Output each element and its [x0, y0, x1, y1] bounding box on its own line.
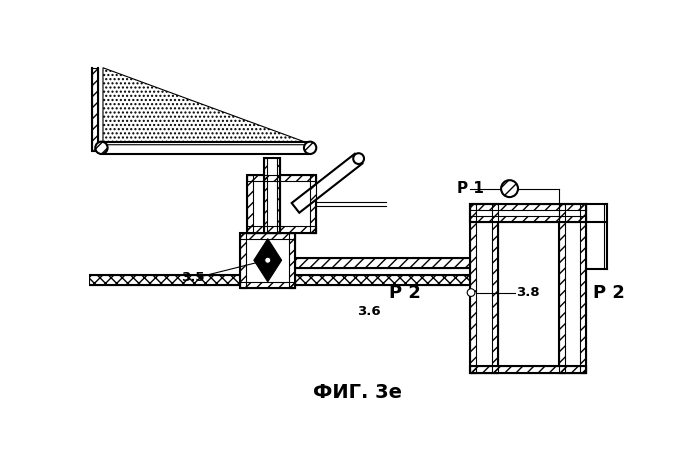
Bar — [559, 204, 565, 374]
Bar — [492, 204, 498, 374]
Circle shape — [265, 257, 271, 263]
Bar — [470, 204, 586, 222]
Text: 3.8: 3.8 — [517, 286, 540, 299]
Bar — [264, 158, 267, 233]
Bar — [470, 204, 477, 374]
Polygon shape — [254, 260, 282, 282]
Circle shape — [304, 142, 316, 154]
Bar — [310, 175, 316, 233]
Bar — [240, 233, 296, 239]
Bar — [247, 226, 316, 233]
Bar — [247, 175, 316, 233]
Bar — [247, 175, 253, 233]
Polygon shape — [291, 154, 362, 213]
Bar — [240, 233, 296, 288]
Text: ФИГ. 3е: ФИГ. 3е — [313, 383, 403, 402]
Text: P 2: P 2 — [389, 284, 421, 302]
Text: 3.6: 3.6 — [357, 305, 381, 318]
Bar — [470, 216, 586, 222]
Text: 3.5: 3.5 — [182, 271, 205, 284]
Bar — [264, 158, 280, 233]
Bar — [470, 366, 586, 374]
Bar — [579, 204, 586, 374]
Bar — [247, 175, 316, 181]
Circle shape — [95, 142, 108, 154]
Bar — [89, 275, 240, 285]
Bar — [240, 233, 246, 288]
Bar — [296, 275, 473, 285]
Circle shape — [501, 180, 518, 197]
Bar — [470, 366, 586, 374]
Circle shape — [467, 289, 475, 296]
Text: P 1: P 1 — [457, 181, 484, 196]
Bar — [92, 68, 99, 151]
Bar — [296, 258, 471, 268]
Bar — [240, 282, 296, 288]
Bar — [470, 204, 498, 374]
Bar — [277, 158, 280, 233]
Polygon shape — [254, 239, 282, 260]
Circle shape — [353, 153, 364, 164]
Text: P 2: P 2 — [593, 284, 626, 302]
Bar — [559, 204, 586, 374]
Bar — [470, 204, 586, 210]
Bar — [289, 233, 296, 288]
